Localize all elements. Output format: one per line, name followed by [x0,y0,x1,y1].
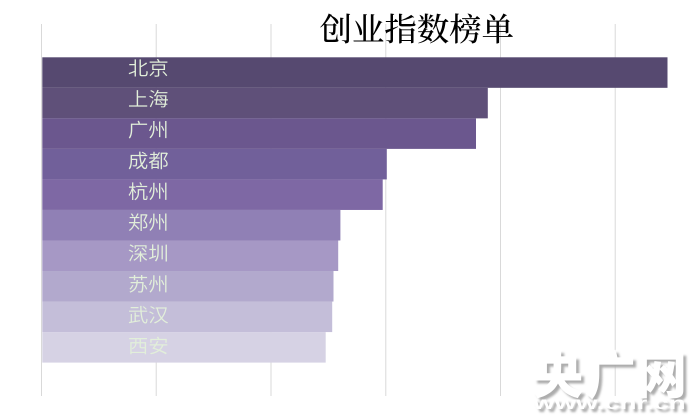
svg-text:www.cnr.cn: www.cnr.cn [532,393,686,413]
